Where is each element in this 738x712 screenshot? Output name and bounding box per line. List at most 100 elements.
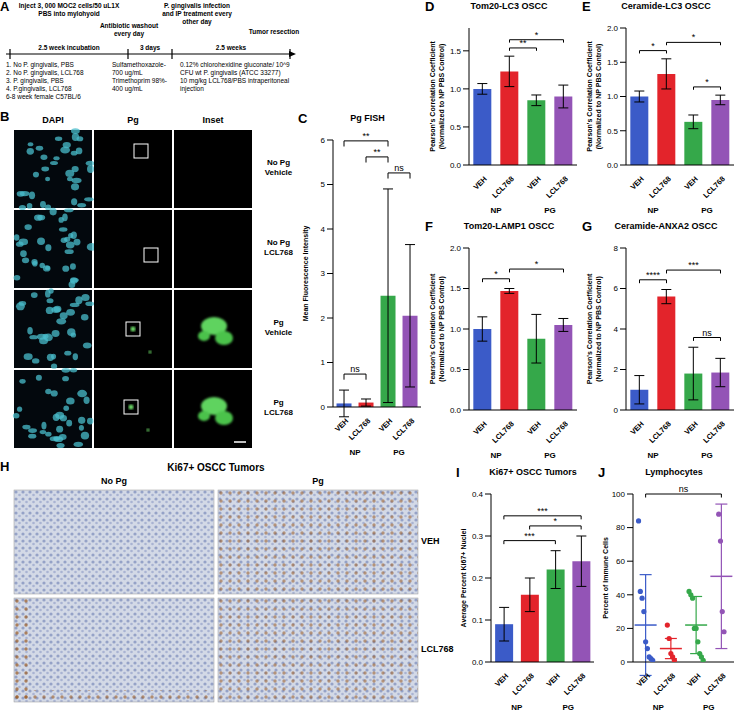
- svg-text:LCL768: LCL768: [490, 419, 516, 445]
- svg-text:Average Percent Ki67+ Nuclei: Average Percent Ki67+ Nuclei: [460, 529, 468, 628]
- svg-text:*: *: [692, 32, 696, 42]
- svg-text:VEH: VEH: [629, 419, 646, 436]
- svg-text:2: 2: [321, 314, 326, 323]
- svg-text:LCL768: LCL768: [391, 416, 417, 442]
- svg-text:0.5: 0.5: [607, 127, 619, 136]
- svg-text:0: 0: [614, 406, 619, 415]
- svg-text:0.3: 0.3: [472, 532, 484, 541]
- svg-text:LCL768: LCL768: [647, 174, 673, 200]
- svg-text:VEH: VEH: [526, 419, 543, 436]
- svg-text:*: *: [705, 77, 709, 87]
- svg-text:0.0: 0.0: [450, 161, 462, 170]
- svg-text:Pearson's Correlation Coeffici: Pearson's Correlation Coefficient(Normal…: [429, 273, 446, 384]
- svg-text:ns: ns: [702, 328, 712, 338]
- svg-text:0.4: 0.4: [472, 490, 484, 499]
- svg-text:Percent of Immune Cells: Percent of Immune Cells: [602, 537, 609, 619]
- svg-text:**: **: [373, 147, 381, 157]
- svg-text:LCL768: LCL768: [652, 671, 678, 697]
- svg-text:LCL768: LCL768: [544, 419, 570, 445]
- svg-text:4: 4: [614, 325, 619, 334]
- svg-text:1: 1: [321, 358, 326, 367]
- svg-text:0.1: 0.1: [472, 616, 484, 625]
- svg-text:*: *: [494, 269, 498, 279]
- svg-text:0: 0: [321, 403, 326, 412]
- svg-text:8: 8: [614, 244, 619, 253]
- svg-text:2.0: 2.0: [450, 244, 462, 253]
- svg-text:40: 40: [616, 591, 625, 600]
- svg-text:0.5: 0.5: [450, 365, 462, 374]
- svg-text:NP: NP: [647, 206, 659, 215]
- svg-text:60: 60: [616, 557, 625, 566]
- svg-text:0.5: 0.5: [450, 123, 462, 132]
- svg-text:PG: PG: [701, 451, 713, 460]
- svg-text:LCL768: LCL768: [562, 671, 588, 697]
- svg-text:80: 80: [616, 523, 625, 532]
- svg-text:20: 20: [616, 624, 625, 633]
- svg-text:VEH: VEH: [544, 671, 561, 688]
- svg-text:LCL768: LCL768: [647, 419, 673, 445]
- svg-text:LCL768: LCL768: [702, 671, 728, 697]
- svg-text:1.0: 1.0: [450, 85, 462, 94]
- svg-text:VEH: VEH: [635, 671, 652, 688]
- svg-text:VEH: VEH: [629, 174, 646, 191]
- svg-text:LCL768: LCL768: [347, 416, 373, 442]
- svg-text:Pearson's Correlation Coeffici: Pearson's Correlation Coefficient(Normal…: [586, 273, 603, 384]
- svg-text:PG: PG: [544, 451, 556, 460]
- svg-text:0.0: 0.0: [472, 658, 484, 667]
- svg-text:100: 100: [612, 490, 626, 499]
- svg-text:*: *: [535, 259, 539, 269]
- svg-text:LCL768: LCL768: [701, 419, 727, 445]
- svg-text:VEH: VEH: [472, 174, 489, 191]
- svg-text:***: ***: [537, 506, 548, 516]
- svg-text:ns: ns: [679, 484, 689, 494]
- svg-text:NP: NP: [349, 448, 361, 457]
- svg-text:VEH: VEH: [472, 419, 489, 436]
- svg-text:1.5: 1.5: [450, 284, 462, 293]
- svg-text:VEH: VEH: [683, 174, 700, 191]
- svg-text:0: 0: [621, 658, 626, 667]
- svg-text:ns: ns: [350, 364, 360, 374]
- svg-text:*: *: [535, 30, 539, 40]
- svg-text:*: *: [554, 516, 558, 526]
- svg-text:6: 6: [614, 284, 619, 293]
- svg-text:Pearson's Correlation Coeffici: Pearson's Correlation Coefficient(Normal…: [586, 41, 603, 152]
- svg-text:1.0: 1.0: [607, 92, 619, 101]
- svg-text:ns: ns: [394, 163, 404, 173]
- svg-text:2.0: 2.0: [607, 24, 619, 33]
- svg-text:NP: NP: [647, 451, 659, 460]
- svg-text:Mean Fluorescence Intensity: Mean Fluorescence Intensity: [302, 226, 310, 322]
- svg-text:NP: NP: [511, 703, 523, 712]
- svg-text:Pearson's Correlation Coeffici: Pearson's Correlation Coefficient(Normal…: [429, 41, 446, 152]
- svg-text:PG: PG: [701, 206, 713, 215]
- svg-text:2: 2: [614, 365, 619, 374]
- svg-text:VEH: VEH: [685, 671, 702, 688]
- svg-text:PG: PG: [393, 448, 405, 457]
- svg-text:1.0: 1.0: [450, 325, 462, 334]
- svg-text:NP: NP: [653, 703, 665, 712]
- svg-text:3: 3: [321, 269, 326, 278]
- svg-text:NP: NP: [490, 206, 502, 215]
- svg-text:LCL768: LCL768: [544, 174, 570, 200]
- svg-text:0.2: 0.2: [472, 574, 484, 583]
- svg-text:PG: PG: [703, 703, 715, 712]
- svg-text:VEH: VEH: [377, 416, 394, 433]
- svg-text:6: 6: [321, 136, 326, 145]
- svg-text:VEH: VEH: [526, 174, 543, 191]
- svg-text:VEH: VEH: [683, 419, 700, 436]
- svg-text:LCL768: LCL768: [510, 671, 536, 697]
- svg-text:LCL768: LCL768: [490, 174, 516, 200]
- svg-text:**: **: [519, 38, 527, 48]
- svg-text:1.5: 1.5: [450, 47, 462, 56]
- svg-text:***: ***: [524, 531, 535, 541]
- svg-text:NP: NP: [490, 451, 502, 460]
- svg-text:PG: PG: [544, 206, 556, 215]
- svg-text:PG: PG: [562, 703, 574, 712]
- svg-text:**: **: [362, 131, 370, 141]
- svg-text:*: *: [651, 41, 655, 51]
- svg-text:0.0: 0.0: [450, 406, 462, 415]
- svg-text:***: ***: [688, 260, 699, 270]
- svg-text:VEH: VEH: [333, 416, 350, 433]
- svg-text:0.0: 0.0: [607, 161, 619, 170]
- svg-text:VEH: VEH: [493, 671, 510, 688]
- svg-text:LCL768: LCL768: [701, 174, 727, 200]
